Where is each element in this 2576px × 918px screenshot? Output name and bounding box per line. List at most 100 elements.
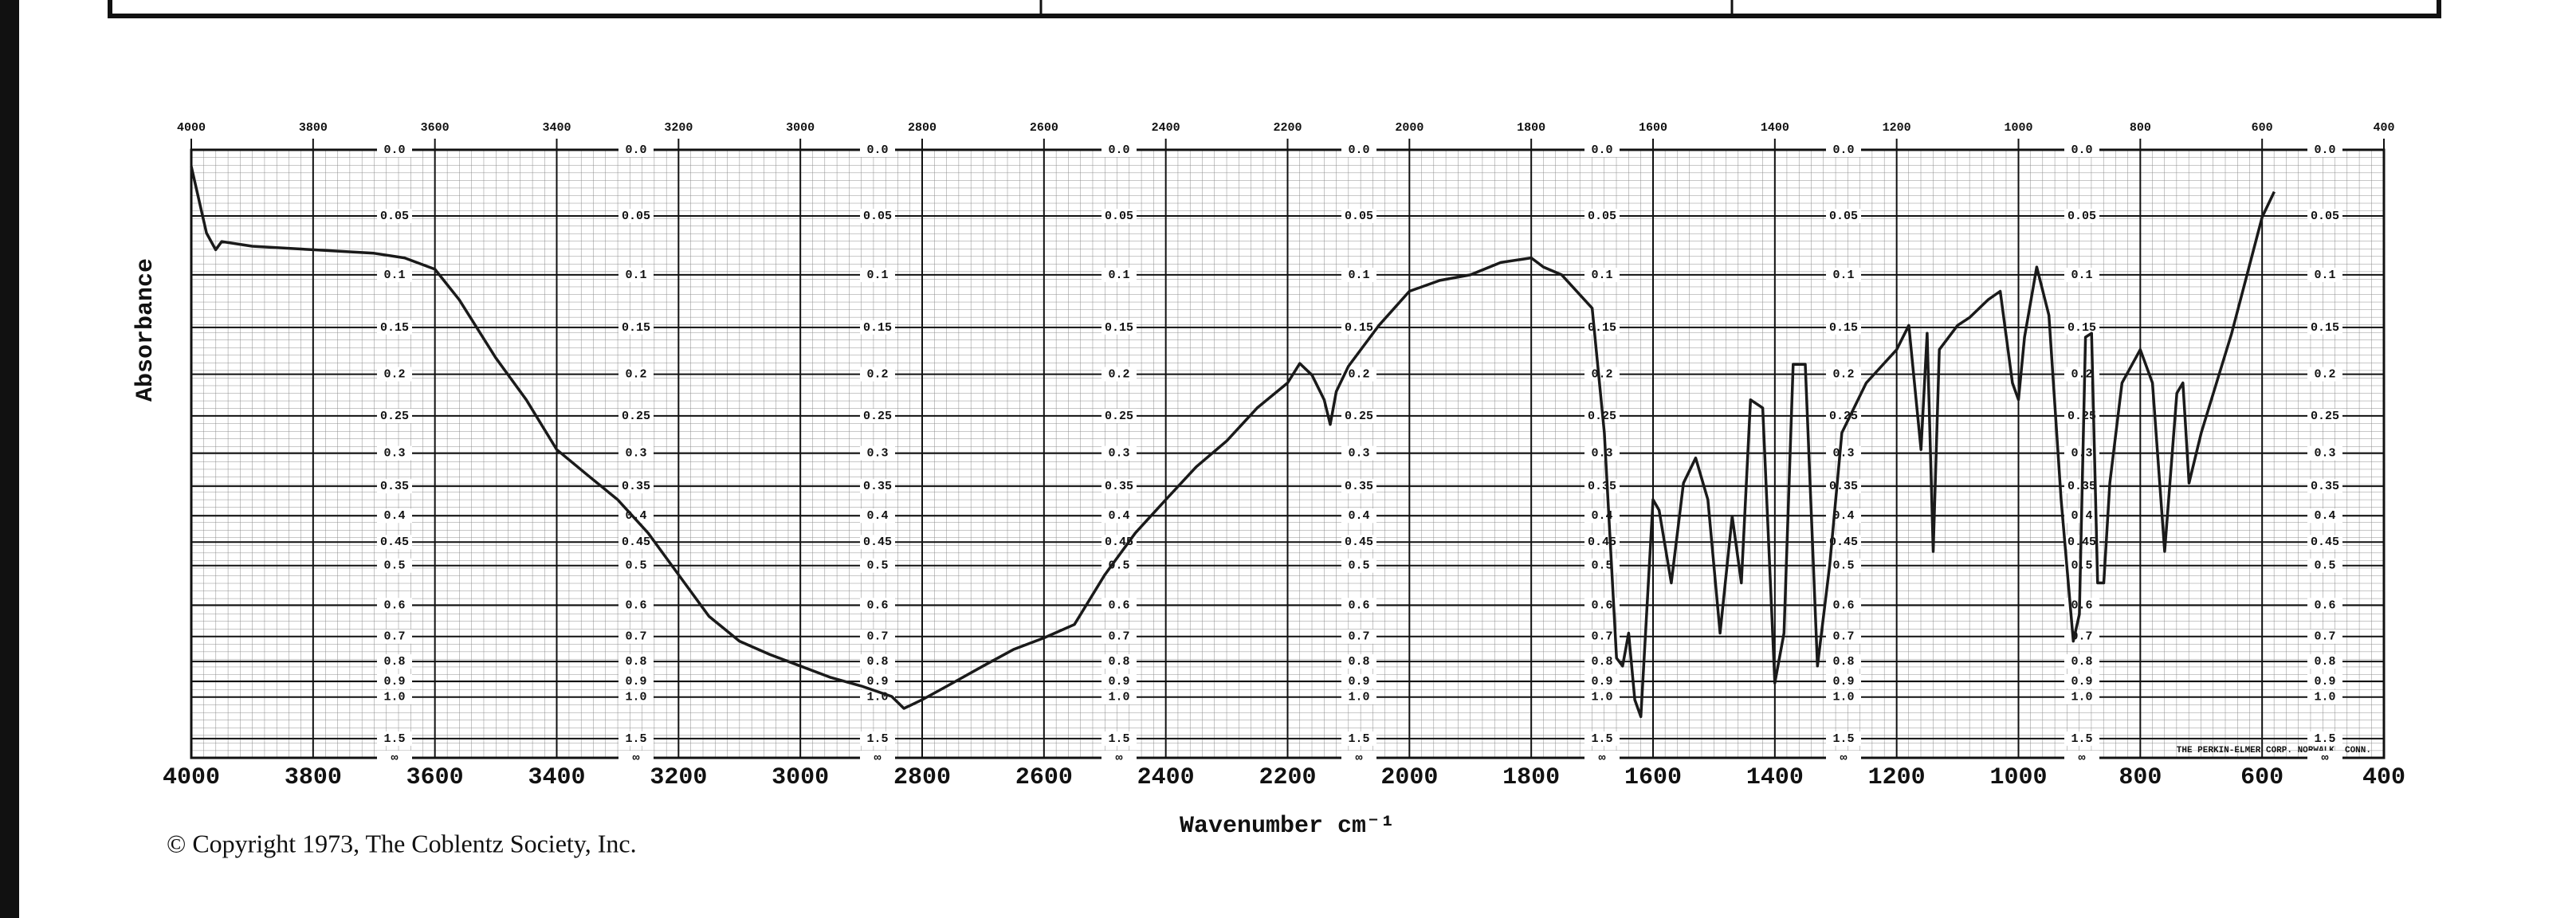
top-x-tick-label: 2400: [1152, 121, 1180, 135]
y-tick-label: 0.05: [1829, 210, 1858, 223]
y-axis-label: Absorbance: [132, 258, 159, 402]
y-tick-label-bg: [860, 731, 895, 746]
y-tick-label: 0.4: [383, 509, 405, 523]
y-tick-label-bg: [1584, 445, 1620, 461]
y-tick-label-bg: [1101, 367, 1137, 382]
y-tick-label: 0.8: [1591, 655, 1612, 669]
y-tick-label-bg: [1584, 598, 1620, 613]
y-tick-label-bg: [1341, 598, 1376, 613]
top-x-tick-label: 1800: [1517, 121, 1545, 135]
spectrum-line: [190, 166, 2276, 719]
y-tick-label: 0.2: [383, 368, 405, 382]
y-tick-label-bg: [860, 320, 895, 335]
y-tick-label-bg: [2307, 508, 2342, 524]
x-tick-label: 2200: [1259, 764, 1316, 791]
y-tick-label: 0.8: [866, 655, 888, 669]
y-tick-label: 1.5: [1108, 732, 1129, 746]
y-tick-label: 1.5: [1348, 732, 1369, 746]
y-tick-label: 0.6: [2071, 598, 2092, 612]
y-tick-label: 1.5: [625, 732, 646, 746]
y-tick-label-bg: [618, 143, 654, 157]
y-tick-label-bg: [1341, 367, 1376, 382]
y-tick-label: 0.7: [1348, 630, 1369, 644]
y-tick-label: 1.5: [2071, 732, 2092, 746]
y-tick-label: 0.8: [1108, 655, 1129, 669]
top-x-tick-label: 2800: [908, 121, 937, 135]
y-tick-label-bg: [1826, 629, 1861, 644]
y-tick-label: 0.6: [1591, 598, 1612, 612]
y-tick-label: 1.5: [866, 732, 888, 746]
y-tick-label-bg: [377, 751, 412, 765]
y-tick-label: 0.35: [1345, 480, 1373, 493]
y-tick-label: 0.9: [1348, 675, 1369, 688]
x-tick-label: 400: [2362, 764, 2405, 791]
y-tick-label: 0.8: [2314, 655, 2335, 669]
y-tick-label-bg: [1826, 673, 1861, 688]
y-tick-label: 0.8: [625, 655, 646, 669]
y-tick-label: 0.7: [1108, 630, 1129, 644]
top-x-tick-label: 4000: [177, 121, 206, 135]
y-tick-label: 0.45: [622, 536, 650, 549]
y-tick-label: 0.45: [2311, 536, 2339, 549]
y-tick-label: 1.0: [1591, 691, 1612, 704]
y-tick-label-bg: [618, 445, 654, 461]
y-tick-label-bg: [1341, 320, 1376, 335]
top-x-tick-label: 1600: [1639, 121, 1667, 135]
x-tick-label: 3200: [650, 764, 707, 791]
y-tick-label-bg: [860, 535, 895, 550]
y-tick-label-bg: [1341, 143, 1376, 157]
y-tick-label: 0.2: [2314, 368, 2335, 382]
y-tick-label: 0.2: [2071, 368, 2092, 382]
y-tick-label: 0.9: [1832, 675, 1854, 688]
y-tick-label-bg: [2064, 320, 2099, 335]
y-tick-label-bg: [377, 673, 412, 688]
y-tick-label-bg: [1101, 598, 1137, 613]
y-tick-label-bg: [2307, 367, 2342, 382]
y-tick-label-bg: [377, 408, 412, 423]
y-tick-label: 0.1: [625, 269, 646, 282]
y-tick-label: 0.35: [2311, 480, 2339, 493]
y-tick-label: 0.15: [380, 321, 409, 335]
y-tick-label: 0.3: [866, 447, 888, 461]
y-tick-label-bg: [860, 445, 895, 461]
y-tick-label: 0.0: [866, 143, 888, 157]
y-tick-label: ∞: [1598, 751, 1605, 765]
y-tick-label: 0.6: [1108, 598, 1129, 612]
y-tick-label-bg: [860, 508, 895, 524]
y-tick-label-bg: [1101, 143, 1137, 157]
y-tick-label: 0.6: [2314, 598, 2335, 612]
y-tick-label-bg: [1826, 689, 1861, 704]
y-tick-label-bg: [860, 367, 895, 382]
y-tick-label: 0.35: [622, 480, 650, 493]
y-tick-label-bg: [1101, 320, 1137, 335]
y-tick-label: 1.0: [1832, 691, 1854, 704]
y-tick-label-bg: [2307, 143, 2342, 157]
y-tick-label-bg: [1101, 208, 1137, 223]
y-tick-label-bg: [2307, 689, 2342, 704]
y-tick-label: 0.0: [383, 143, 405, 157]
y-tick-label: 0.15: [1105, 321, 1133, 335]
y-tick-label: 0.1: [866, 269, 888, 282]
y-tick-label: 0.6: [383, 598, 405, 612]
y-tick-label: 0.15: [1345, 321, 1373, 335]
y-tick-label: 0.1: [1591, 269, 1612, 282]
y-tick-label-bg: [2307, 673, 2342, 688]
y-tick-label-bg: [1101, 654, 1137, 669]
y-tick-label: 0.2: [1591, 368, 1612, 382]
y-tick-label: 0.35: [863, 480, 892, 493]
y-tick-label: 0.2: [1832, 368, 1854, 382]
top-x-tick-label: 2000: [1395, 121, 1423, 135]
y-tick-label: 0.15: [1829, 321, 1858, 335]
y-tick-label-bg: [1584, 267, 1620, 282]
y-tick-label-bg: [1101, 629, 1137, 644]
y-tick-label-bg: [1101, 731, 1137, 746]
y-tick-label-bg: [1826, 208, 1861, 223]
y-tick-label: ∞: [632, 751, 639, 765]
y-tick-label: 0.5: [1348, 559, 1369, 573]
y-tick-label: 0.0: [1108, 143, 1129, 157]
y-tick-label-bg: [1826, 731, 1861, 746]
y-tick-label: 0.8: [2071, 655, 2092, 669]
y-tick-label-bg: [377, 535, 412, 550]
y-tick-label: 0.8: [1348, 655, 1369, 669]
y-tick-label-bg: [377, 629, 412, 644]
